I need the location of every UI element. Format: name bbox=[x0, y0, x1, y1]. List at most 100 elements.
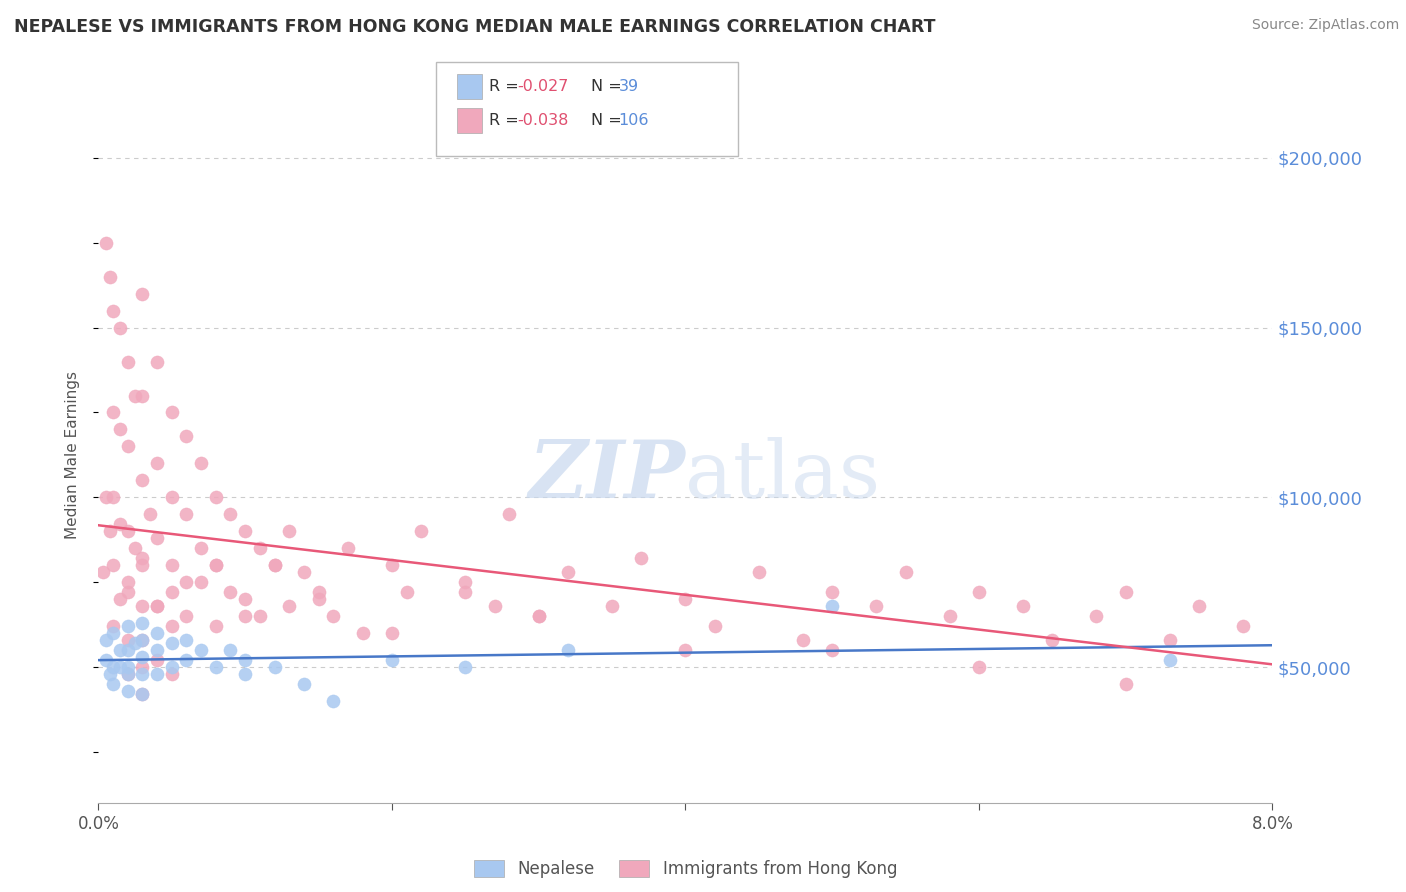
Point bbox=[292, 565, 315, 579]
Point bbox=[117, 354, 139, 368]
Point bbox=[110, 592, 132, 607]
Point bbox=[124, 541, 146, 556]
Point bbox=[146, 643, 169, 657]
Point bbox=[160, 558, 183, 573]
Point bbox=[1188, 599, 1211, 613]
Point bbox=[205, 558, 228, 573]
Point bbox=[308, 585, 330, 599]
Point bbox=[131, 649, 153, 664]
Point bbox=[748, 565, 770, 579]
Point bbox=[233, 666, 256, 681]
Point bbox=[160, 619, 183, 633]
Point bbox=[557, 565, 579, 579]
Point bbox=[131, 687, 153, 701]
Point bbox=[1012, 599, 1035, 613]
Point bbox=[894, 565, 917, 579]
Text: ZIP: ZIP bbox=[529, 437, 686, 515]
Point bbox=[146, 599, 169, 613]
Point bbox=[336, 541, 359, 556]
Point bbox=[101, 619, 124, 633]
Point bbox=[110, 320, 132, 334]
Point bbox=[117, 575, 139, 590]
Point bbox=[131, 615, 153, 630]
Point bbox=[821, 585, 844, 599]
Point bbox=[131, 558, 153, 573]
Point bbox=[205, 619, 228, 633]
Text: 39: 39 bbox=[619, 79, 638, 94]
Point bbox=[219, 508, 242, 522]
Point bbox=[110, 643, 132, 657]
Point bbox=[600, 599, 623, 613]
Point bbox=[233, 524, 256, 539]
Point bbox=[160, 636, 183, 650]
Point bbox=[205, 491, 228, 505]
Point bbox=[1115, 585, 1137, 599]
Point bbox=[176, 575, 198, 590]
Point bbox=[131, 687, 153, 701]
Point bbox=[117, 666, 139, 681]
Point bbox=[967, 660, 990, 674]
Point bbox=[454, 575, 477, 590]
Point bbox=[395, 585, 418, 599]
Point bbox=[322, 609, 344, 624]
Point bbox=[160, 666, 183, 681]
Point bbox=[124, 388, 146, 402]
Point bbox=[160, 491, 183, 505]
Point bbox=[821, 643, 844, 657]
Point bbox=[176, 609, 198, 624]
Text: Source: ZipAtlas.com: Source: ZipAtlas.com bbox=[1251, 18, 1399, 32]
Text: atlas: atlas bbox=[686, 437, 880, 515]
Point bbox=[146, 666, 169, 681]
Point bbox=[160, 405, 183, 419]
Point bbox=[454, 585, 477, 599]
Point bbox=[101, 660, 124, 674]
Point bbox=[117, 666, 139, 681]
Point bbox=[219, 643, 242, 657]
Point bbox=[131, 551, 153, 566]
Point bbox=[411, 524, 433, 539]
Point bbox=[131, 632, 153, 647]
Point bbox=[527, 609, 550, 624]
Point bbox=[190, 457, 212, 471]
Legend: Nepalese, Immigrants from Hong Kong: Nepalese, Immigrants from Hong Kong bbox=[467, 854, 904, 885]
Point bbox=[110, 660, 132, 674]
Point bbox=[1159, 653, 1181, 667]
Point bbox=[263, 660, 285, 674]
Point bbox=[190, 575, 212, 590]
Point bbox=[1040, 632, 1063, 647]
Point bbox=[91, 565, 114, 579]
Point bbox=[675, 643, 697, 657]
Point bbox=[101, 626, 124, 640]
Point bbox=[484, 599, 506, 613]
Point bbox=[249, 541, 271, 556]
Point bbox=[101, 491, 124, 505]
Point bbox=[110, 422, 132, 436]
Point bbox=[703, 619, 725, 633]
Point bbox=[205, 660, 228, 674]
Point bbox=[131, 660, 153, 674]
Point bbox=[675, 592, 697, 607]
Point bbox=[117, 660, 139, 674]
Text: NEPALESE VS IMMIGRANTS FROM HONG KONG MEDIAN MALE EARNINGS CORRELATION CHART: NEPALESE VS IMMIGRANTS FROM HONG KONG ME… bbox=[14, 18, 935, 36]
Point bbox=[278, 524, 301, 539]
Point bbox=[131, 666, 153, 681]
Point bbox=[630, 551, 652, 566]
Point bbox=[557, 643, 579, 657]
Text: R =: R = bbox=[489, 79, 524, 94]
Point bbox=[131, 474, 153, 488]
Point bbox=[938, 609, 960, 624]
Point bbox=[205, 558, 228, 573]
Point bbox=[190, 541, 212, 556]
Point bbox=[160, 585, 183, 599]
Point bbox=[233, 592, 256, 607]
Y-axis label: Median Male Earnings: Median Male Earnings bbox=[65, 371, 80, 539]
Point bbox=[131, 632, 153, 647]
Point bbox=[792, 632, 814, 647]
Point bbox=[967, 585, 990, 599]
Point bbox=[98, 524, 121, 539]
Point bbox=[146, 626, 169, 640]
Point bbox=[94, 653, 117, 667]
Point bbox=[101, 303, 124, 318]
Point bbox=[139, 508, 162, 522]
Point bbox=[278, 599, 301, 613]
